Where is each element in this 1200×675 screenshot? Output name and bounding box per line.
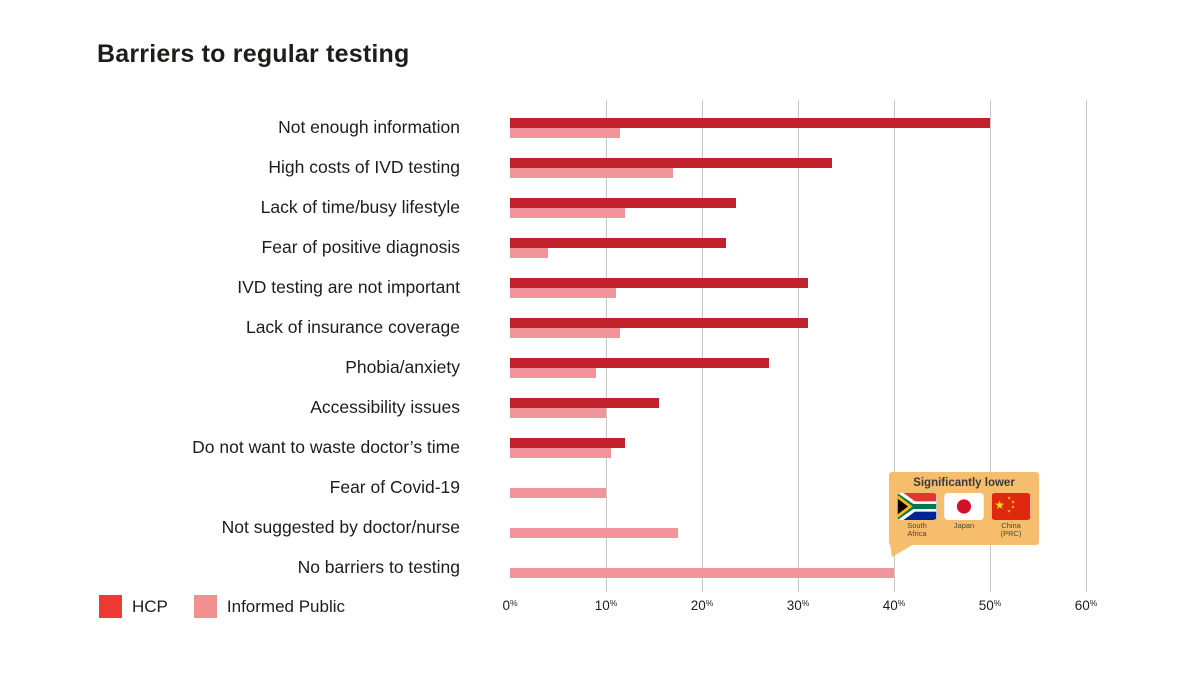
bar-informed-public [510,528,678,538]
bar-hcp [510,438,626,448]
category-label: Fear of positive diagnosis [261,237,460,257]
x-tick-label-20: 20% [690,598,714,613]
category-label: IVD testing are not important [237,277,460,297]
category-label: Accessibility issues [310,397,460,417]
bar-hcp [510,118,990,128]
bar-hcp [510,278,808,288]
callout-flags: South Africa Japan ★ ★ ★ ★ ★ [889,493,1039,537]
category-label: Do not want to waste doctor’s time [192,437,460,457]
gridline-60 [1086,100,1087,592]
bar-informed-public [510,328,621,338]
gridline-40 [894,100,895,592]
bar-informed-public [510,488,606,498]
svg-text:★: ★ [1011,504,1016,509]
x-tick-label-10: 10% [594,598,618,613]
category-label: Not suggested by doctor/nurse [221,517,460,537]
bar-hcp [510,238,726,248]
japan-flag-icon [944,493,984,520]
svg-text:★: ★ [1007,495,1012,500]
flag-item-japan: Japan [944,493,984,537]
bar-informed-public [510,128,621,138]
category-label: Phobia/anxiety [345,357,460,377]
bar-hcp [510,318,808,328]
svg-text:★: ★ [1011,499,1016,504]
category-label: No barriers to testing [297,557,460,577]
legend-swatch-informed-public [193,595,217,618]
gridline-10 [606,100,607,592]
flag-caption-south-africa: South Africa [907,521,927,538]
legend-swatch-hcp [99,595,122,618]
page-title: Barriers to regular testing [97,40,410,68]
x-tick-label-60: 60% [1074,598,1098,613]
category-label: Not enough information [278,117,460,137]
legend-item-hcp: HCP [99,595,168,618]
svg-text:★: ★ [994,498,1005,512]
gridline-20 [702,100,703,592]
flag-caption-china: China (PRC) [1000,521,1022,538]
bar-informed-public [510,568,894,578]
flag-caption-japan: Japan [953,521,975,530]
svg-text:★: ★ [1007,508,1012,513]
chart-legend: HCP Informed Public [99,595,345,618]
x-tick-label-50: 50% [978,598,1002,613]
south-africa-flag-icon [897,493,937,520]
china-flag-icon: ★ ★ ★ ★ ★ [991,493,1031,520]
category-label: High costs of IVD testing [268,157,460,177]
bar-hcp [510,358,770,368]
category-label: Fear of Covid-19 [329,477,460,497]
bar-hcp [510,158,832,168]
legend-label-hcp: HCP [132,596,168,616]
bar-informed-public [510,288,616,298]
bar-informed-public [510,208,626,218]
x-tick-label-30: 30% [786,598,810,613]
flag-item-south-africa: South Africa [897,493,937,537]
x-tick-label-0: 0% [502,598,518,613]
legend-label-informed-public: Informed Public [226,596,346,616]
category-label: Lack of time/busy lifestyle [260,197,460,217]
bar-informed-public [510,368,597,378]
bar-informed-public [510,168,674,178]
bar-informed-public [510,408,606,418]
bar-informed-public [510,248,549,258]
gridline-30 [798,100,799,592]
callout-title: Significantly lower [913,477,1015,489]
bar-informed-public [510,448,611,458]
flag-item-china: ★ ★ ★ ★ ★ China (PRC) [991,493,1031,537]
category-label: Lack of insurance coverage [245,317,460,337]
bar-hcp [510,198,736,208]
legend-item-informed-public: Informed Public [193,595,346,618]
significantly-lower-callout: Significantly lower South Africa [889,472,1039,557]
x-tick-label-40: 40% [882,598,906,613]
gridline-50 [990,100,991,592]
bar-hcp [510,398,659,408]
